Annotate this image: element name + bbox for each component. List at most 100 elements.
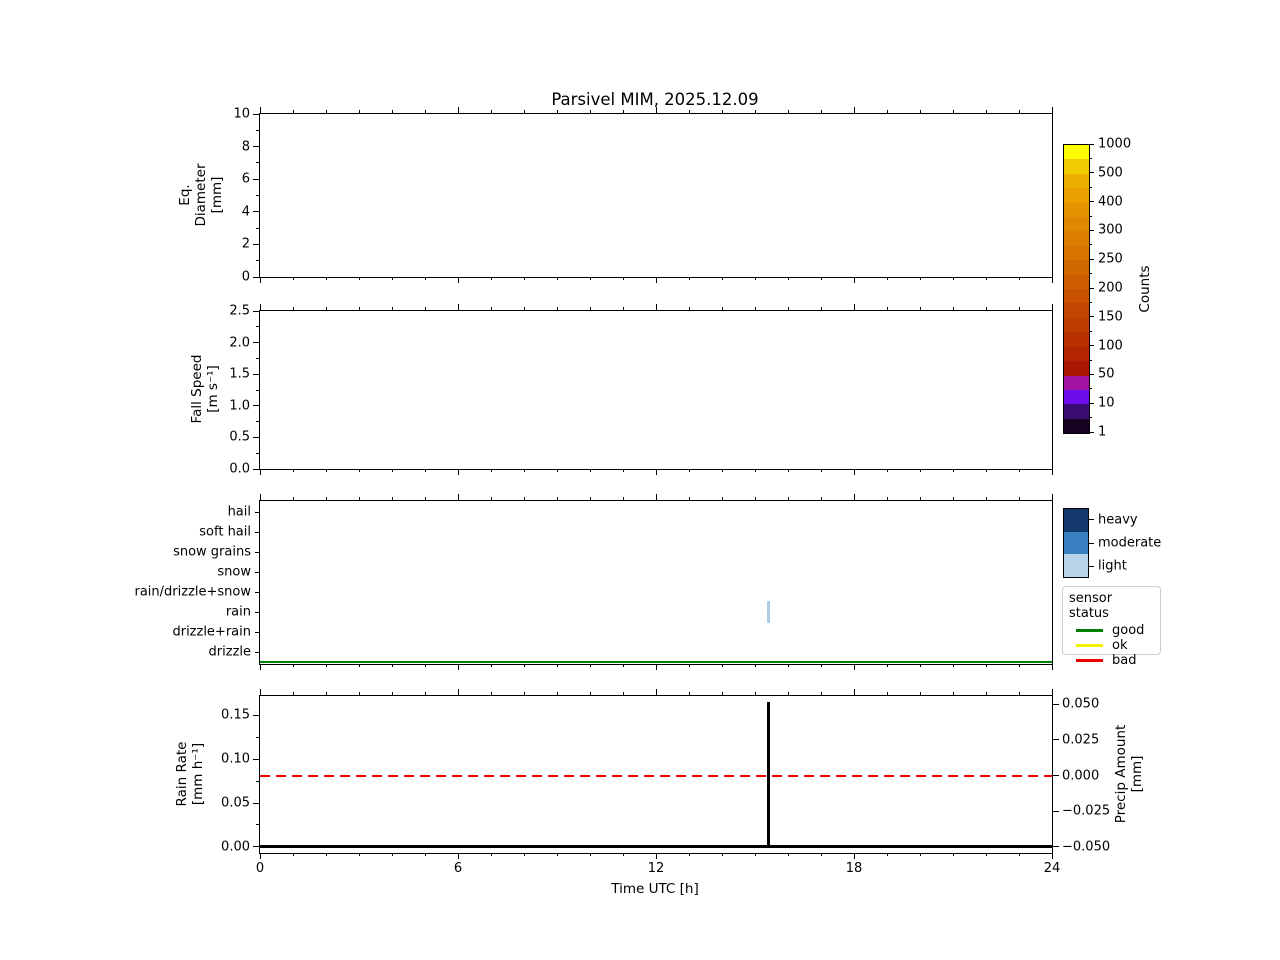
right-y-tick xyxy=(1053,703,1059,705)
x-tick xyxy=(259,494,261,500)
x-tick xyxy=(424,110,426,113)
x-tick xyxy=(622,664,624,667)
x-tick xyxy=(787,469,789,472)
x-tick xyxy=(787,692,789,695)
x-tick xyxy=(259,277,261,283)
y-minor-tick xyxy=(256,421,259,423)
x-tick xyxy=(358,469,360,472)
x-tick xyxy=(556,469,558,472)
colorbar-tick-label: 10 xyxy=(1098,395,1115,411)
x-tick xyxy=(457,853,459,859)
y-tick-label: 0.00 xyxy=(221,839,250,855)
x-tick xyxy=(754,497,756,500)
colorbar-tick xyxy=(1089,359,1092,361)
y-minor-tick xyxy=(256,736,259,738)
x-tick xyxy=(391,307,393,310)
x-tick xyxy=(820,497,822,500)
rain-rate-spike xyxy=(766,702,770,849)
intensity-label-light: light xyxy=(1098,558,1127,574)
x-tick xyxy=(985,277,987,280)
x-tick xyxy=(886,664,888,667)
x-tick xyxy=(655,689,657,695)
x-tick xyxy=(589,469,591,472)
x-tick xyxy=(259,689,261,695)
y-axis-label-p2: Fall Speed [m s⁻¹] xyxy=(189,354,221,424)
category-label: hail xyxy=(227,504,251,520)
x-tick xyxy=(622,853,624,856)
intensity-label-moderate: moderate xyxy=(1098,535,1162,551)
x-tick xyxy=(391,497,393,500)
sensor-status-good-line xyxy=(260,661,1052,663)
colorbar-tick-label: 250 xyxy=(1098,251,1123,267)
x-tick xyxy=(688,853,690,856)
x-tick xyxy=(589,664,591,667)
x-tick xyxy=(292,110,294,113)
right-y-tick xyxy=(1053,810,1059,812)
y-tick xyxy=(253,146,259,148)
x-tick xyxy=(556,664,558,667)
x-tick xyxy=(820,469,822,472)
x-tick xyxy=(292,497,294,500)
x-tick xyxy=(589,277,591,280)
colorbar-segment xyxy=(1064,145,1089,160)
x-tick xyxy=(754,307,756,310)
rain-rate-baseline xyxy=(260,845,1052,849)
x-tick xyxy=(919,664,921,667)
sensor-legend-swatch-bad xyxy=(1076,659,1103,662)
x-tick xyxy=(391,853,393,856)
x-tick xyxy=(886,469,888,472)
right-y-axis-label: Precip Amount [mm] xyxy=(1113,724,1145,823)
y-tick-label: 0.0 xyxy=(229,461,250,477)
colorbar-tick-label: 1000 xyxy=(1098,136,1132,152)
sensor-legend-swatch-good xyxy=(1076,629,1103,632)
x-tick xyxy=(1051,469,1053,475)
panel-p1: 0 2 4 6 8 10 xyxy=(233,107,1053,284)
y-tick xyxy=(253,436,259,438)
x-tick xyxy=(325,853,327,856)
x-tick xyxy=(655,107,657,113)
x-tick xyxy=(919,497,921,500)
colorbar-tick xyxy=(1089,258,1094,260)
right-y-tick-label: 0.050 xyxy=(1062,696,1100,712)
y-minor-tick xyxy=(256,227,259,229)
y-tick xyxy=(253,758,259,760)
x-tick xyxy=(655,853,657,859)
x-tick xyxy=(457,277,459,283)
colorbar-tick-label: 400 xyxy=(1098,194,1123,210)
x-tick xyxy=(523,692,525,695)
x-tick xyxy=(292,307,294,310)
panel-p4: 0.00 0.05 0.10 0.15 0.050 0.025 0.000 −0.025 −0.… xyxy=(221,689,1110,875)
x-tick xyxy=(853,494,855,500)
colorbar-tick-label: 1 xyxy=(1098,424,1107,440)
x-tick xyxy=(325,110,327,113)
y-axis-label-p1: Eq. Diameter [mm] xyxy=(177,162,225,227)
y-tick-label: 2.5 xyxy=(229,303,250,319)
y-tick xyxy=(255,571,259,573)
colorbar-tick xyxy=(1089,186,1092,188)
right-y-tick xyxy=(1053,739,1059,741)
y-tick xyxy=(255,551,259,553)
colorbar-tick xyxy=(1089,345,1094,347)
x-tick xyxy=(688,469,690,472)
x-tick xyxy=(985,664,987,667)
x-tick xyxy=(523,110,525,113)
x-tick xyxy=(490,664,492,667)
x-tick xyxy=(886,277,888,280)
x-tick xyxy=(721,110,723,113)
x-tick xyxy=(655,277,657,283)
x-tick xyxy=(820,110,822,113)
x-tick xyxy=(490,853,492,856)
colorbar-tick xyxy=(1089,201,1094,203)
x-tick xyxy=(919,853,921,856)
counts-colorbar xyxy=(1063,144,1090,434)
y-minor-tick xyxy=(256,129,259,131)
y-minor-tick xyxy=(256,195,259,196)
x-tick-label: 6 xyxy=(453,861,463,876)
y-tick-label: 0 xyxy=(241,269,250,285)
colorbar-tick xyxy=(1089,157,1092,159)
x-tick xyxy=(259,304,261,310)
colorbar-tick-label: 100 xyxy=(1098,338,1123,354)
x-tick xyxy=(523,469,525,472)
x-tick xyxy=(589,497,591,500)
